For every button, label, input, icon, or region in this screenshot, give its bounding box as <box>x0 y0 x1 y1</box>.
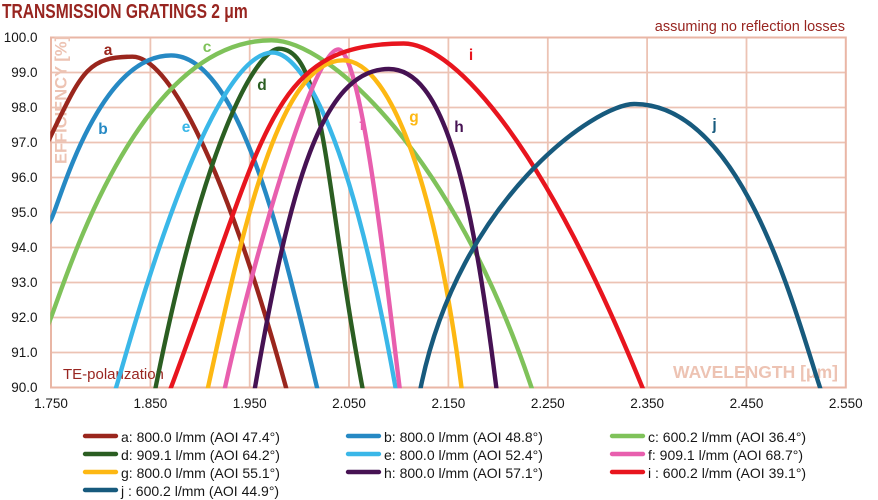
svg-text:2.450: 2.450 <box>730 396 764 411</box>
svg-text:i: i <box>469 47 473 64</box>
svg-text:h: h <box>454 119 463 136</box>
svg-text:92.0: 92.0 <box>11 310 37 325</box>
svg-text:b: 800.0 l/mm (AOI 48.8°): b: 800.0 l/mm (AOI 48.8°) <box>384 429 543 445</box>
svg-text:i : 600.2 l/mm (AOI 39.1°): i : 600.2 l/mm (AOI 39.1°) <box>648 465 806 481</box>
svg-text:assuming no reflection losses: assuming no reflection losses <box>655 19 845 35</box>
svg-text:95.0: 95.0 <box>11 205 37 220</box>
svg-text:g: 800.0 l/mm (AOI 55.1°): g: 800.0 l/mm (AOI 55.1°) <box>121 465 280 481</box>
svg-text:1.950: 1.950 <box>233 396 267 411</box>
svg-text:93.0: 93.0 <box>11 275 37 290</box>
svg-text:e: e <box>182 119 191 136</box>
svg-text:2.550: 2.550 <box>829 396 863 411</box>
svg-text:2.250: 2.250 <box>531 396 565 411</box>
svg-text:94.0: 94.0 <box>11 240 37 255</box>
svg-text:96.0: 96.0 <box>11 170 37 185</box>
svg-text:1.750: 1.750 <box>34 396 68 411</box>
svg-text:f: f <box>359 117 365 134</box>
svg-text:g: g <box>409 109 418 126</box>
svg-text:TE-polarization: TE-polarization <box>63 366 164 383</box>
svg-text:91.0: 91.0 <box>11 345 37 360</box>
svg-text:2.150: 2.150 <box>432 396 466 411</box>
svg-text:j: j <box>711 117 716 134</box>
svg-text:j : 600.2 l/mm (AOI 44.9°): j : 600.2 l/mm (AOI 44.9°) <box>120 483 279 499</box>
svg-text:c: 600.2 l/mm (AOI 36.4°): c: 600.2 l/mm (AOI 36.4°) <box>648 429 806 445</box>
svg-text:d: d <box>257 77 266 94</box>
svg-text:90.0: 90.0 <box>11 380 37 395</box>
svg-text:EFFICIENCY [%]: EFFICIENCY [%] <box>53 36 71 164</box>
svg-text:a: 800.0 l/mm (AOI 47.4°): a: 800.0 l/mm (AOI 47.4°) <box>121 429 280 445</box>
svg-text:f: 909.1 l/mm (AOI 68.7°): f: 909.1 l/mm (AOI 68.7°) <box>648 447 803 463</box>
svg-text:TRANSMISSION GRATINGS 2 μm: TRANSMISSION GRATINGS 2 μm <box>2 0 248 22</box>
svg-text:1.850: 1.850 <box>134 396 168 411</box>
svg-text:97.0: 97.0 <box>11 135 37 150</box>
svg-text:e: 800.0 l/mm (AOI 52.4°): e: 800.0 l/mm (AOI 52.4°) <box>384 447 543 463</box>
svg-text:2.050: 2.050 <box>332 396 366 411</box>
svg-text:c: c <box>203 39 212 56</box>
svg-text:h: 800.0 l/mm (AOI 57.1°): h: 800.0 l/mm (AOI 57.1°) <box>384 465 543 481</box>
svg-text:98.0: 98.0 <box>11 100 37 115</box>
svg-text:a: a <box>104 42 113 59</box>
svg-text:2.350: 2.350 <box>630 396 664 411</box>
svg-text:WAVELENGTH [μm]: WAVELENGTH [μm] <box>673 362 838 382</box>
svg-text:99.0: 99.0 <box>11 65 37 80</box>
svg-text:b: b <box>98 121 107 138</box>
svg-text:d: 909.1 l/mm (AOI 64.2°): d: 909.1 l/mm (AOI 64.2°) <box>121 447 280 463</box>
svg-text:100.0: 100.0 <box>4 30 38 45</box>
